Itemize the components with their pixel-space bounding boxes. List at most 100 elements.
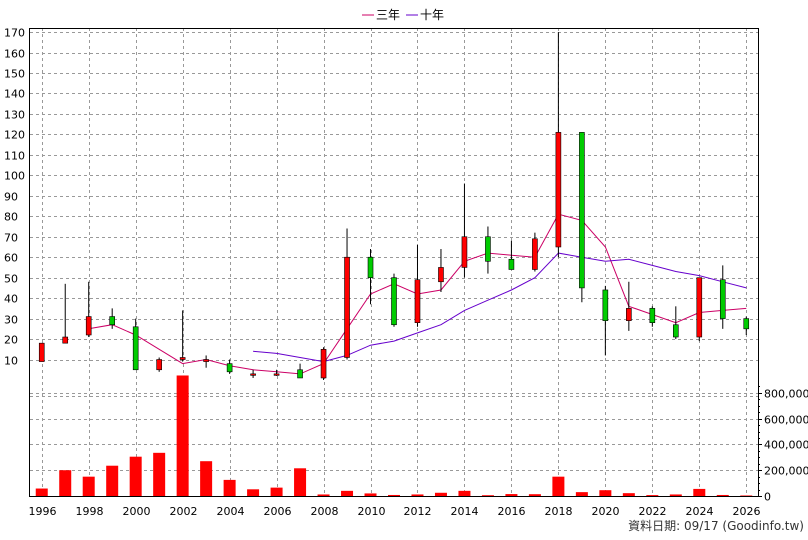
candle	[602, 285, 609, 356]
candle	[696, 277, 703, 342]
legend-label-3yr: 三年	[376, 8, 400, 22]
x-tick-label: 2000	[123, 505, 151, 518]
candle	[414, 244, 421, 327]
candle	[461, 183, 468, 278]
volume-bar	[552, 476, 565, 496]
candle	[743, 316, 750, 335]
x-tick-label: 2016	[498, 505, 526, 518]
volume-grid	[30, 393, 758, 471]
candle-body	[226, 363, 233, 373]
price-tick-label: 90	[4, 191, 18, 204]
price-tick-label: 100	[4, 170, 25, 183]
volume-bar	[223, 479, 236, 496]
volume-bar	[669, 494, 682, 496]
volume-bar	[364, 493, 377, 496]
volume-bar	[294, 468, 307, 496]
candle	[226, 359, 233, 374]
candle	[367, 249, 374, 305]
volume-bar	[388, 494, 400, 496]
volume-tick-label: 600,000	[764, 414, 808, 427]
price-panel: 10 20 30 40 50 60 70 80 90 100 110 120 130 140 150 160 1…	[4, 27, 758, 496]
candle	[156, 357, 162, 372]
candle	[555, 32, 562, 258]
candle-body	[85, 316, 92, 336]
x-tick-label: 2022	[639, 505, 667, 518]
price-grid	[30, 28, 758, 496]
candle	[438, 249, 444, 292]
candle-body	[579, 132, 585, 289]
volume-bar	[528, 494, 541, 496]
candle-body	[250, 373, 256, 376]
candle	[297, 363, 303, 379]
candle	[532, 232, 538, 272]
candle-body	[179, 357, 186, 360]
candle	[179, 310, 186, 362]
candle	[673, 306, 679, 340]
candle-body	[203, 359, 209, 362]
price-tick-label: 80	[4, 211, 18, 224]
candle-body	[344, 256, 350, 358]
volume-bar	[599, 490, 612, 496]
volume-bar	[693, 488, 706, 496]
candle-body	[38, 342, 45, 362]
candlesticks	[38, 32, 750, 380]
volume-bar	[317, 494, 330, 496]
volume-tick-label: 800,000	[764, 388, 808, 401]
x-tick-label: 2002	[170, 505, 198, 518]
candle-body	[485, 236, 491, 262]
x-tick-label: 2004	[217, 505, 245, 518]
legend: 三年 十年	[362, 8, 444, 22]
x-tick-label: 2012	[404, 505, 432, 518]
price-y-axis: 10 20 30 40 50 60 70 80 90 100 110 120 130 140 150 160 1…	[4, 27, 25, 368]
candle-body	[367, 256, 374, 278]
volume-bar	[411, 494, 424, 496]
volume-bar	[153, 452, 166, 496]
candle-body	[109, 316, 115, 326]
volume-bar	[622, 493, 635, 496]
candle-body	[696, 277, 703, 338]
candle	[719, 265, 726, 329]
moving-average-line	[253, 252, 747, 363]
candle	[203, 355, 209, 368]
volume-bar	[129, 456, 142, 496]
x-axis: 1996 1998 2000 2002 2004 2006 2008 2010 2012 2014…	[29, 505, 761, 518]
legend-label-10yr: 十年	[420, 8, 444, 22]
candle	[485, 226, 491, 274]
candle	[250, 369, 256, 378]
volume-bar	[434, 492, 447, 496]
price-tick-label: 60	[4, 252, 18, 265]
candle	[132, 318, 139, 371]
candle-body	[62, 336, 69, 344]
volume-bar	[646, 495, 659, 496]
candle	[38, 342, 45, 362]
candle	[273, 369, 280, 376]
candle-body	[438, 267, 444, 283]
price-tick-label: 130	[4, 109, 25, 122]
candle-body	[719, 279, 726, 319]
volume-panel: 0 200,000 400,000 600,000 800,000	[30, 375, 808, 504]
price-tick-label: 50	[4, 273, 18, 286]
price-tick-label: 110	[4, 150, 25, 163]
x-tick-label: 2018	[545, 505, 573, 518]
candle-body	[532, 238, 538, 270]
candle-body	[320, 349, 327, 379]
candle-body	[649, 308, 656, 323]
candle-body	[673, 324, 679, 338]
price-tick-label: 160	[4, 48, 25, 61]
volume-bar	[247, 489, 260, 496]
candle	[579, 132, 585, 303]
volume-bar	[176, 375, 189, 496]
volume-bar	[458, 490, 471, 496]
candle-body	[391, 277, 397, 326]
volume-bar	[716, 494, 729, 496]
candle	[320, 347, 327, 380]
candle	[508, 240, 515, 270]
volume-bar	[200, 461, 213, 496]
price-tick-label: 170	[4, 27, 25, 40]
candle	[649, 306, 656, 327]
x-tick-label: 2026	[733, 505, 761, 518]
volume-bar	[740, 495, 753, 496]
candle-body	[743, 318, 750, 330]
candle	[391, 273, 397, 327]
